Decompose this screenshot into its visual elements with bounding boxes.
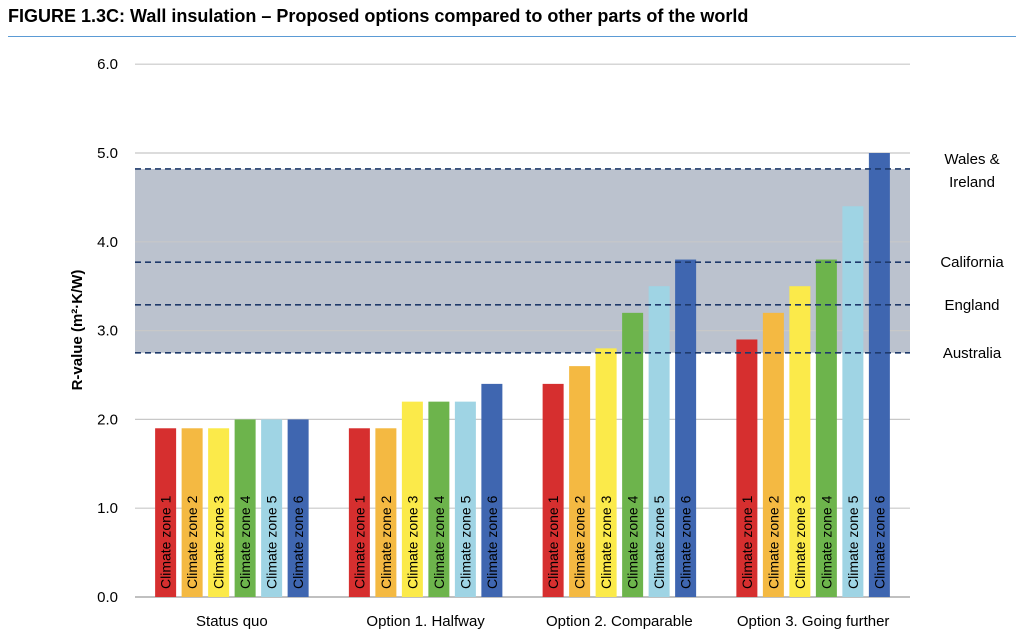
y-tick-label: 2.0	[97, 411, 118, 428]
reference-line-label-line: England	[944, 297, 999, 314]
reference-line-layer: Wales & Ireland California England Australia	[135, 151, 1004, 362]
bar	[155, 428, 177, 597]
y-tick-label: 1.0	[97, 500, 118, 517]
bar	[648, 286, 670, 597]
bar-series-label: Climate zone 1	[545, 495, 561, 589]
bar	[622, 312, 644, 597]
bar	[234, 419, 256, 597]
bar	[736, 339, 758, 597]
category-label: Option 1. Halfway	[366, 613, 485, 630]
reference-line-label: England	[944, 297, 999, 314]
bar-series-label: Climate zone 2	[378, 495, 394, 589]
bar-series-label: Climate zone 3	[211, 495, 227, 589]
bar-layer: Climate zone 1 Climate zone 2 Climate zone…	[155, 153, 890, 597]
bar-series-label: Climate zone 5	[457, 495, 473, 589]
bar	[595, 348, 617, 597]
bar	[675, 259, 697, 597]
bar-series-label: Climate zone 2	[184, 495, 200, 589]
bar	[868, 153, 890, 597]
bar-series-label: Climate zone 4	[818, 495, 834, 589]
reference-line-label-line: California	[940, 254, 1004, 271]
bar-series-label: Climate zone 1	[158, 495, 174, 589]
bar	[375, 428, 397, 597]
y-tick-label-layer: 0.0 1.0 2.0 3.0 4.0 5.0 6.0	[97, 56, 118, 606]
bar	[569, 366, 591, 597]
bar-series-label: Climate zone 4	[237, 495, 253, 589]
reference-line-label: Australia	[943, 345, 1002, 362]
bar-series-label: Climate zone 2	[765, 495, 781, 589]
bar	[815, 259, 837, 597]
y-axis-label: R-value (m²·K/W)	[69, 270, 86, 391]
bar	[401, 401, 423, 597]
bar-series-label: Climate zone 6	[871, 495, 887, 589]
bar	[842, 206, 864, 597]
reference-line-label: California	[940, 254, 1004, 271]
bar-series-label: Climate zone 4	[431, 495, 447, 589]
bar-series-label: Climate zone 5	[651, 495, 667, 589]
bar-series-label: Climate zone 5	[264, 495, 280, 589]
bar-series-label: Climate zone 4	[625, 495, 641, 589]
reference-line-label-line: Ireland	[949, 174, 995, 191]
y-tick-label: 6.0	[97, 56, 118, 73]
category-label: Status quo	[196, 613, 268, 630]
y-tick-label: 0.0	[97, 589, 118, 606]
y-tick-label: 4.0	[97, 234, 118, 251]
bar-series-label: Climate zone 5	[845, 495, 861, 589]
bar-series-label: Climate zone 3	[404, 495, 420, 589]
bar-series-label: Climate zone 6	[484, 495, 500, 589]
bar-series-label: Climate zone 6	[678, 495, 694, 589]
bar	[762, 312, 784, 597]
reference-line-label: Wales & Ireland	[944, 151, 999, 191]
chart-title: FIGURE 1.3C: Wall insulation – Proposed …	[8, 6, 749, 26]
bar-series-label: Climate zone 3	[598, 495, 614, 589]
bar-series-label: Climate zone 1	[351, 495, 367, 589]
bar-series-label: Climate zone 1	[739, 495, 755, 589]
bar-series-label: Climate zone 3	[792, 495, 808, 589]
bar-series-label: Climate zone 6	[290, 495, 306, 589]
reference-line-label-line: Wales &	[944, 151, 999, 168]
bar	[287, 419, 309, 597]
category-label: Option 2. Comparable	[546, 613, 693, 630]
bar	[261, 419, 283, 597]
bar-series-label: Climate zone 2	[572, 495, 588, 589]
bar	[208, 428, 230, 597]
y-tick-label: 5.0	[97, 145, 118, 162]
bar	[481, 383, 503, 597]
category-label-layer: Status quo Option 1. Halfway Option 2. Com…	[196, 613, 889, 630]
title-underline	[8, 36, 1016, 37]
y-tick-label: 3.0	[97, 323, 118, 340]
bar	[454, 401, 476, 597]
bar	[348, 428, 370, 597]
bar	[181, 428, 203, 597]
reference-line-label-line: Australia	[943, 345, 1002, 362]
bar	[542, 383, 564, 597]
category-label: Option 3. Going further	[737, 613, 890, 630]
bar	[428, 401, 450, 597]
bar	[789, 286, 811, 597]
